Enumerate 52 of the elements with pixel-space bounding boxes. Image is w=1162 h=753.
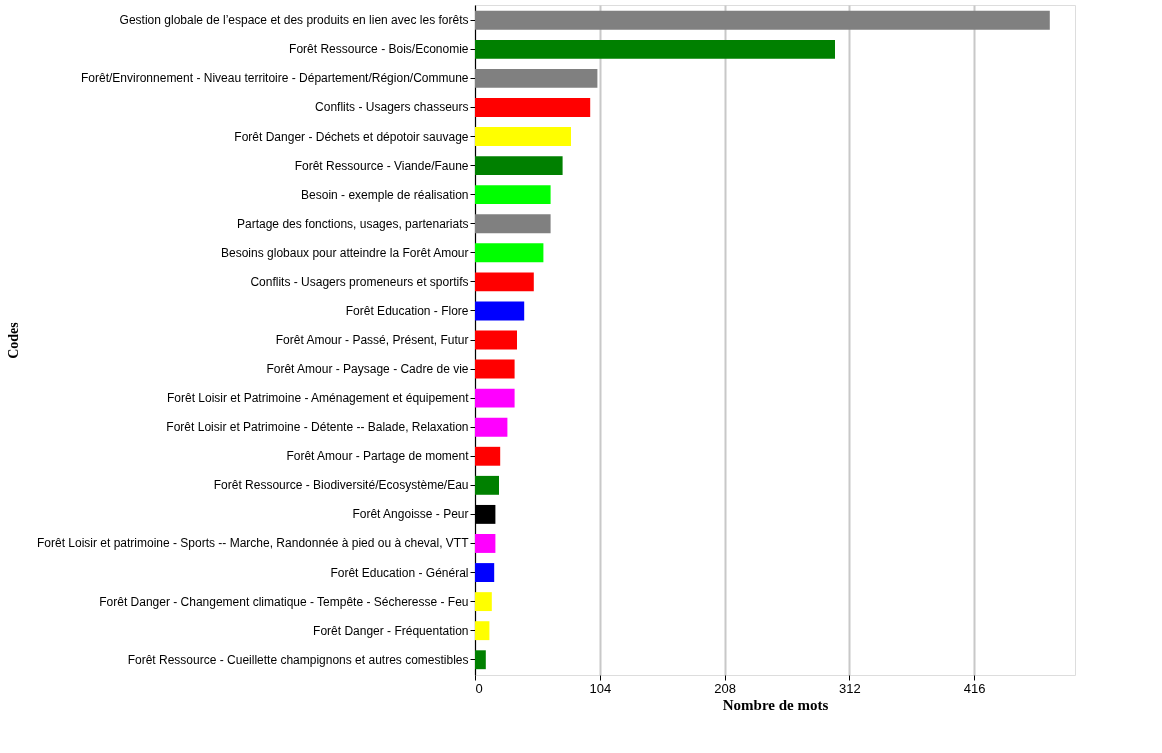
y-tick-label: Conflits - Usagers chasseurs — [315, 100, 469, 115]
bar — [475, 330, 517, 350]
bar — [475, 534, 496, 553]
bar — [475, 68, 598, 88]
bar — [475, 39, 835, 59]
y-axis-title: Codes — [5, 321, 21, 359]
bar — [475, 446, 501, 466]
y-tick-label: Forêt Education - Général — [330, 565, 469, 580]
bar — [475, 301, 525, 321]
y-tick-label: Besoins globaux pour atteindre la Forêt Amour — [221, 245, 469, 260]
y-tick-label: Forêt Ressource - Biodiversité/Ecosystème/Eau — [213, 478, 469, 493]
bar — [475, 417, 508, 437]
y-tick-label: Forêt Ressource - Viande/Faune — [294, 158, 469, 173]
bar — [475, 592, 492, 612]
x-tick-label: 104 — [589, 680, 612, 696]
y-tick-label: Forêt Loisir et Patrimoine - Détente -- Balade, Relaxation — [166, 420, 469, 435]
y-tick-label: Forêt Amour - Passé, Présent, Futur — [275, 333, 469, 347]
y-tick-label: Forêt Loisir et patrimoine - Sports -- Marche, Randonnée à pied ou à cheval, VTT — [36, 536, 470, 551]
y-tick-label: Besoin - exemple de réalisation — [301, 187, 469, 202]
bar — [475, 10, 1050, 30]
bar — [475, 475, 499, 495]
x-tick-label: 416 — [963, 680, 986, 696]
x-tick-label: 0 — [475, 680, 483, 696]
bar — [475, 359, 515, 379]
x-tick-label: 208 — [714, 680, 736, 696]
y-tick-label: Forêt Danger - Changement climatique - Tempête - Sécheresse - Feu — [99, 594, 469, 609]
bar — [475, 156, 563, 176]
bar — [475, 98, 591, 117]
bar — [475, 650, 486, 670]
y-tick-label: Forêt Education - Flore — [345, 303, 469, 318]
y-tick-label: Forêt Danger - Déchets et dépotoir sauvage — [234, 129, 469, 144]
bar — [475, 214, 551, 234]
y-tick-label: Forêt Danger - Fréquentation — [313, 623, 469, 638]
bar — [475, 243, 544, 263]
y-tick-label: Conflits - Usagers promeneurs et sportifs — [250, 274, 469, 289]
bar — [475, 185, 551, 205]
y-tick-label: Forêt Ressource - Cueillette champignons et autres comestibles — [127, 652, 469, 667]
y-tick-label: Forêt/Environnement - Niveau territoire - Département/Région/Commune — [81, 71, 469, 86]
bar — [475, 563, 495, 582]
y-tick-label: Forêt Ressource - Bois/Economie — [289, 42, 469, 57]
y-tick-label: Forêt Angoisse - Peur — [352, 507, 469, 522]
x-tick-label: 312 — [839, 680, 861, 696]
y-tick-label: Partage des fonctions, usages, partenariats — [237, 216, 469, 231]
y-tick-label: Forêt Amour - Partage de moment — [286, 449, 470, 464]
x-axis-title: Nombre de mots — [722, 696, 829, 713]
bar — [475, 127, 571, 146]
y-tick-label: Gestion globale de l’espace et des produits en lien avec les forêts — [119, 13, 469, 28]
bar — [475, 621, 490, 641]
bar — [475, 272, 534, 292]
y-tick-label: Forêt Loisir et Patrimoine - Aménagement et équipement — [167, 391, 470, 406]
y-tick-label: Forêt Amour - Paysage - Cadre de vie — [266, 362, 469, 377]
bar — [475, 388, 515, 408]
